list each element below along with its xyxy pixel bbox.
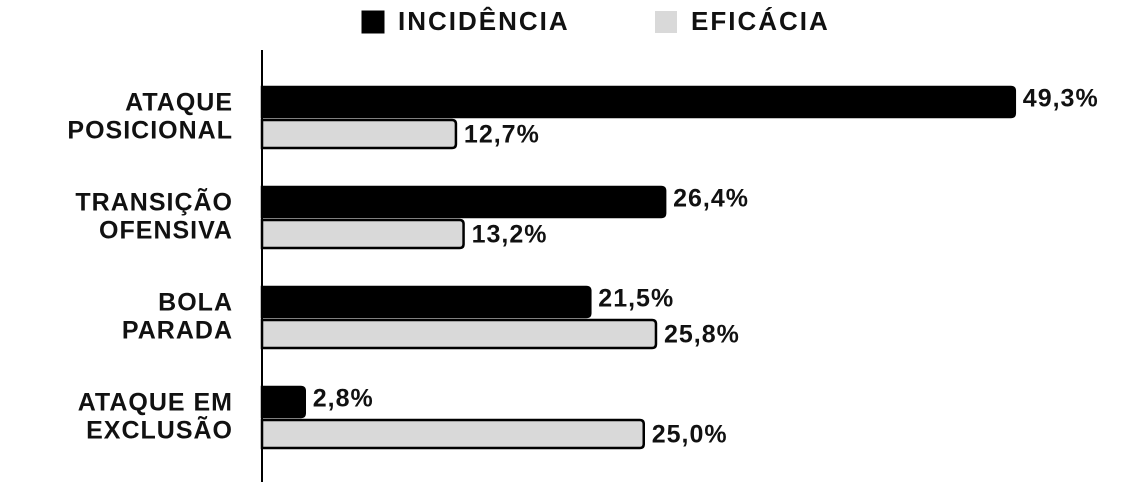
value-label: 12,7% (464, 121, 540, 149)
category-label: OFENSIVA (99, 217, 233, 245)
value-label: 13,2% (472, 221, 548, 249)
legend-swatch (655, 11, 677, 33)
bar (260, 418, 645, 450)
bar (260, 285, 592, 319)
value-label: 49,3% (1023, 85, 1099, 113)
legend-label: EFICÁCIA (691, 6, 830, 36)
value-label: 25,0% (652, 421, 728, 449)
value-label: 26,4% (673, 185, 749, 213)
value-label: 21,5% (598, 285, 674, 313)
category-label: BOLA (158, 289, 233, 317)
value-label: 25,8% (664, 321, 740, 349)
category-label: PARADA (122, 317, 233, 345)
value-label: 2,8% (313, 385, 374, 413)
bar (260, 85, 1017, 119)
legend-label: INCIDÊNCIA (398, 6, 570, 36)
bar (260, 185, 667, 219)
category-label: EXCLUSÃO (86, 415, 233, 445)
bar (260, 385, 307, 419)
legend-swatch (361, 10, 385, 34)
bar (260, 318, 658, 350)
category-label: TRANSIÇÃO (75, 187, 233, 217)
category-label: ATAQUE (125, 89, 233, 117)
bar (260, 118, 458, 150)
bar (260, 218, 465, 250)
category-label: ATAQUE EM (78, 389, 233, 417)
category-label: POSICIONAL (67, 117, 233, 145)
